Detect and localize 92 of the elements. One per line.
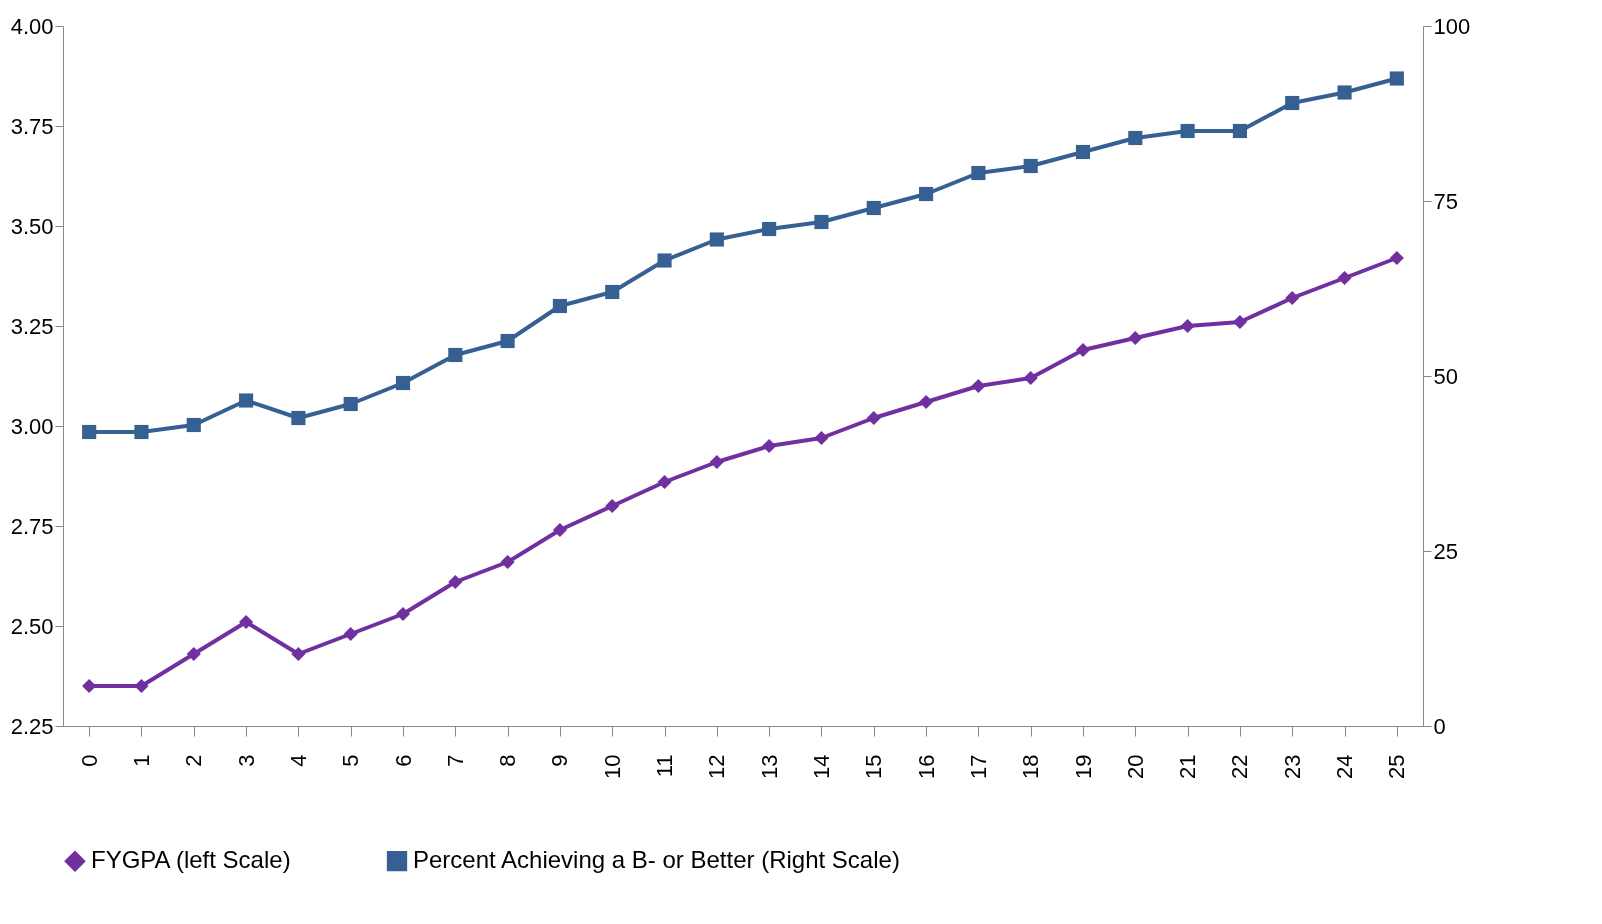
point [814, 430, 829, 446]
point [1337, 85, 1352, 100]
y-tick-label: 4.00 [10, 13, 54, 39]
x-tick-label: 6 [390, 754, 416, 767]
point [395, 606, 411, 622]
point [1232, 123, 1247, 139]
legend-label: FYGPA (left Scale) [91, 846, 291, 874]
point [971, 378, 986, 394]
y2-tick-label: 100 [1433, 13, 1471, 39]
y2-tick-label: 0 [1433, 713, 1446, 739]
x-tick-label: 4 [285, 754, 311, 767]
legend-label: Percent Achieving a B- or Better (Right Scale) [413, 846, 900, 874]
point [552, 298, 567, 314]
point [448, 347, 463, 363]
point [134, 678, 149, 694]
point [1023, 158, 1038, 174]
x-tick-label: 14 [808, 754, 834, 779]
point [1128, 130, 1143, 146]
x-tick-label: 9 [547, 754, 573, 767]
point [762, 438, 777, 454]
x-tick-label: 15 [861, 754, 887, 779]
point [186, 646, 201, 662]
x-tick-label: 22 [1227, 754, 1253, 779]
point [919, 186, 934, 202]
point [605, 498, 620, 514]
point [1337, 270, 1352, 286]
y-tick-label: 3.00 [10, 413, 54, 439]
x-tick-label: 18 [1018, 754, 1044, 779]
point [866, 200, 881, 216]
y-tick-label: 2.25 [10, 713, 54, 739]
x-tick-label: 10 [599, 754, 625, 779]
point [1232, 314, 1247, 330]
point [343, 396, 358, 412]
x-tick-label: 7 [442, 754, 468, 767]
point [552, 522, 567, 538]
point [343, 626, 358, 642]
point [1075, 144, 1091, 160]
y2-tick-label: 25 [1433, 538, 1458, 564]
point [291, 646, 306, 662]
y-tick-label: 2.50 [10, 613, 54, 639]
y2-tick-label: 50 [1433, 363, 1458, 389]
y-tick-label: 3.75 [10, 113, 54, 139]
point [971, 165, 986, 181]
x-tick-label: 21 [1175, 754, 1201, 779]
x-tick-label: 16 [913, 754, 939, 779]
point [605, 284, 620, 300]
point [186, 417, 201, 433]
x-tick-label: 1 [128, 754, 154, 767]
point [709, 454, 724, 470]
point [500, 333, 515, 349]
point [239, 393, 254, 408]
x-tick-label: 0 [76, 754, 102, 767]
x-tick-label: 12 [704, 754, 730, 779]
point [762, 221, 777, 237]
point [1128, 330, 1143, 346]
point [657, 253, 672, 268]
point [239, 614, 254, 630]
x-tick-label: 23 [1279, 754, 1305, 779]
point [1180, 123, 1195, 139]
point [657, 474, 672, 490]
point [395, 375, 411, 391]
x-tick-label: 25 [1384, 754, 1410, 779]
point [291, 410, 306, 426]
point [448, 574, 463, 590]
point [1285, 290, 1300, 306]
point [1389, 250, 1404, 266]
y2-tick-label: 75 [1433, 188, 1458, 214]
point [500, 554, 515, 570]
y-tick-label: 2.75 [10, 513, 54, 539]
x-tick-label: 11 [652, 754, 678, 778]
point [814, 214, 829, 230]
point [919, 394, 934, 410]
point [709, 232, 724, 247]
x-tick-label: 5 [338, 754, 364, 767]
x-tick-label: 3 [233, 754, 259, 767]
y-tick-label: 3.25 [10, 313, 54, 339]
x-tick-label: 13 [756, 754, 782, 779]
x-tick-label: 17 [965, 754, 991, 779]
point [134, 424, 149, 440]
x-tick-label: 2 [181, 754, 207, 767]
point [1389, 71, 1404, 86]
point [1075, 342, 1091, 358]
x-tick-label: 19 [1070, 754, 1096, 779]
point [1285, 95, 1300, 111]
x-tick-label: 8 [495, 754, 521, 767]
point [82, 424, 97, 440]
y-tick-label: 3.50 [10, 213, 54, 239]
point [1180, 318, 1195, 334]
point [1023, 370, 1038, 386]
point [866, 410, 881, 426]
x-tick-label: 24 [1332, 754, 1358, 779]
x-tick-label: 20 [1122, 754, 1148, 779]
